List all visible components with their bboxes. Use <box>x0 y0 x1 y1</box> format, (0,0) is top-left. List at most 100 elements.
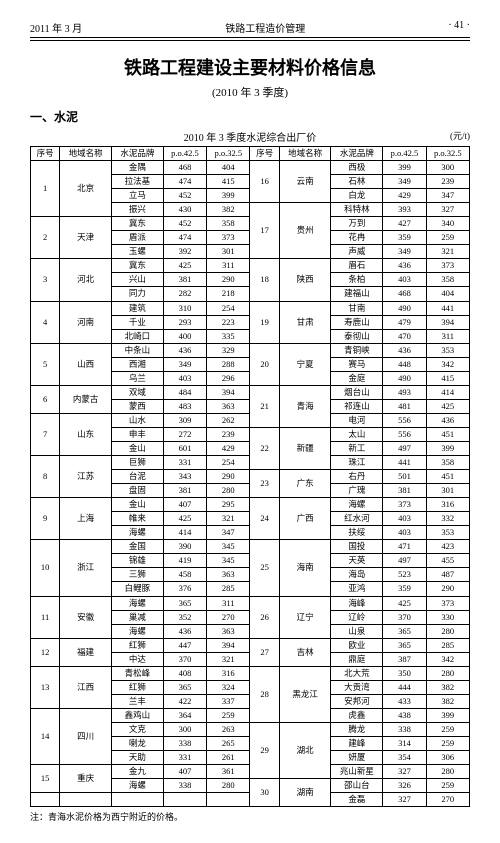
cell-p325: 455 <box>426 554 469 568</box>
cell-p325: 451 <box>426 427 469 441</box>
cell-p325: 324 <box>207 680 250 694</box>
cell-brand: 拉法基 <box>112 175 164 189</box>
cell-p425: 490 <box>383 371 426 385</box>
cell-p425: 407 <box>163 498 206 512</box>
cell-region: 重庆 <box>60 765 112 793</box>
cell-brand: 申丰 <box>112 427 164 441</box>
cell-no: 2 <box>31 217 60 259</box>
cell-p425: 373 <box>383 498 426 512</box>
cell-p325: 342 <box>426 652 469 666</box>
cell-brand: 金国 <box>112 540 164 554</box>
cell-no: 7 <box>31 413 60 455</box>
cell-p425: 490 <box>383 301 426 315</box>
cell-p425: 392 <box>163 245 206 259</box>
cell-p425: 393 <box>383 203 426 217</box>
cell-p425: 310 <box>163 301 206 315</box>
cell-brand: 振兴 <box>112 203 164 217</box>
cell-p325: 399 <box>426 441 469 455</box>
cell-p425: 444 <box>383 680 426 694</box>
cell-p325: 329 <box>207 343 250 357</box>
header-title: 铁路工程造价管理 <box>225 20 305 35</box>
cell-p325: 415 <box>426 371 469 385</box>
cell-brand: 冀东 <box>112 259 164 273</box>
cell-p425: 331 <box>163 456 206 470</box>
cell-region: 甘肃 <box>279 301 331 343</box>
cell-p425: 436 <box>163 343 206 357</box>
cell-p425: 458 <box>163 568 206 582</box>
cell-p325: 347 <box>207 526 250 540</box>
cell-brand: 眉石 <box>331 259 383 273</box>
cell-brand: 声威 <box>331 245 383 259</box>
cell-brand: 文克 <box>112 722 164 736</box>
cell-p425: 403 <box>383 526 426 540</box>
cell-p325: 345 <box>207 540 250 554</box>
cell-p425: 447 <box>163 638 206 652</box>
cell-brand: 邵山台 <box>331 779 383 793</box>
cell-brand: 白龙 <box>331 189 383 203</box>
cell-no: 25 <box>250 540 279 596</box>
cell-region: 湖南 <box>279 779 331 807</box>
cell-p325: 288 <box>207 357 250 371</box>
cell-p425: 556 <box>383 427 426 441</box>
cell-p425: 376 <box>163 582 206 596</box>
cell-p425: 436 <box>383 343 426 357</box>
cell-brand: 锦雄 <box>112 554 164 568</box>
cell-brand: 石林 <box>331 175 383 189</box>
cell-p325: 259 <box>426 736 469 750</box>
cell-brand: 辽岭 <box>331 610 383 624</box>
cell-brand: 金磊 <box>331 793 383 807</box>
cell-brand: 金庭 <box>331 371 383 385</box>
cell-p425: 497 <box>383 441 426 455</box>
cell-brand: 天英 <box>331 554 383 568</box>
cell-p425: 331 <box>163 751 206 765</box>
cell-brand: 红水河 <box>331 512 383 526</box>
cell-no: 13 <box>31 666 60 708</box>
table-row: 12福建红狮44739427吉林欧业365285 <box>31 638 470 652</box>
cell-brand: 山水 <box>112 413 164 427</box>
cell-p325: 239 <box>426 175 469 189</box>
cell-p425: 327 <box>383 765 426 779</box>
cell-brand: 兆山新星 <box>331 765 383 779</box>
cell-p425: 493 <box>383 385 426 399</box>
cell-p325: 259 <box>207 708 250 722</box>
cell-p425: 399 <box>383 161 426 175</box>
cell-brand: 花冉 <box>331 231 383 245</box>
cell-p325: 404 <box>426 287 469 301</box>
cell-brand: 同力 <box>112 287 164 301</box>
col-brand-r: 水泥品牌 <box>331 147 383 161</box>
cell-brand: 右丹 <box>331 470 383 484</box>
col-brand: 水泥品牌 <box>112 147 164 161</box>
cell-p425: 350 <box>383 666 426 680</box>
cell-brand: 万到 <box>331 217 383 231</box>
cell-p325: 436 <box>426 413 469 427</box>
cell-p325: 296 <box>207 371 250 385</box>
section-heading: 一、水泥 <box>30 108 470 125</box>
cell-brand: 西湘 <box>112 357 164 371</box>
cell-p425: 474 <box>163 175 206 189</box>
cell-no: 27 <box>250 638 279 666</box>
cell-p325: 263 <box>207 722 250 736</box>
cell-p425: 452 <box>163 189 206 203</box>
cell-no: 4 <box>31 301 60 343</box>
cell-p425: 327 <box>383 793 426 807</box>
cell-brand: 青铜峡 <box>331 343 383 357</box>
cell-brand: 双域 <box>112 385 164 399</box>
cell-no: 30 <box>250 779 279 807</box>
cell-brand: 科特林 <box>331 203 383 217</box>
cell-p425: 422 <box>163 694 206 708</box>
cell-p325: 487 <box>426 568 469 582</box>
cell-p325: 335 <box>207 329 250 343</box>
cell-brand: 大贡湾 <box>331 680 383 694</box>
cell-p425: 387 <box>383 652 426 666</box>
cell-p325: 399 <box>207 189 250 203</box>
cell-p325: 311 <box>426 329 469 343</box>
cell-p425: 425 <box>163 259 206 273</box>
cell-p325: 358 <box>426 273 469 287</box>
cell-region: 山西 <box>60 343 112 385</box>
cell-p325: 311 <box>207 259 250 273</box>
cell-p325: 353 <box>426 526 469 540</box>
cell-p325: 373 <box>426 596 469 610</box>
price-table: 序号 地域名称 水泥品牌 p.o.42.5 p.o.32.5 序号 地域名称 水… <box>30 146 470 807</box>
cell-brand: 海螺 <box>112 526 164 540</box>
cell-p325: 290 <box>426 582 469 596</box>
